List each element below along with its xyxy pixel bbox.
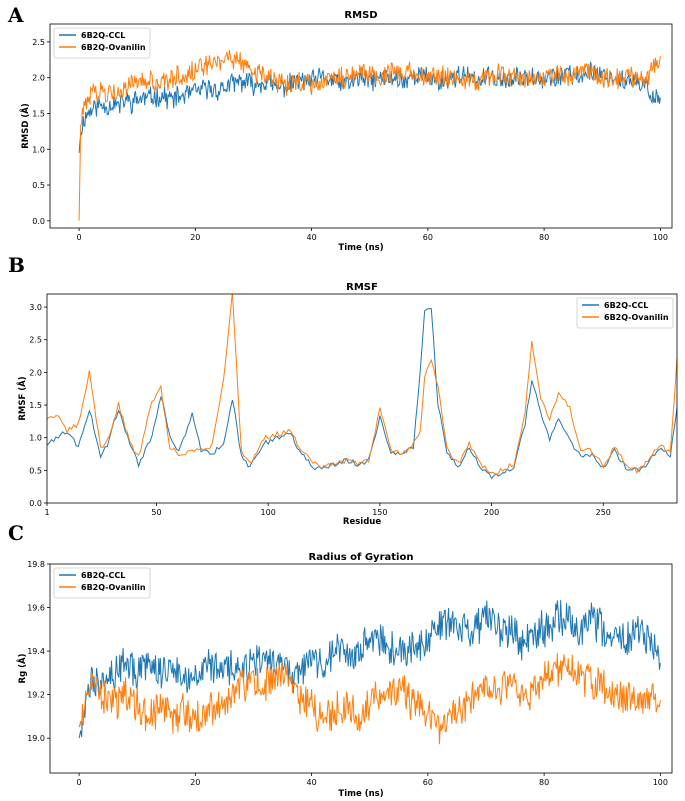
panel-c-ylabel: Rg (Å) [17,653,28,683]
legend-label: 6B2Q-Ovanilin [604,313,669,322]
y-tick-label: 1.0 [29,434,42,443]
y-tick-label: 0.5 [29,466,42,475]
legend-label: 6B2Q-Ovanilin [81,583,146,592]
legend-box [576,297,674,329]
panel-b-title: RMSF [346,282,378,293]
y-tick-label: 3.0 [29,303,42,312]
x-tick-label: 0 [77,778,82,787]
y-tick-label: 19.2 [27,691,45,700]
x-tick-label: 20 [190,233,200,242]
axes-frame [49,563,673,774]
x-tick-label: 150 [372,508,387,517]
panel-c-title: Radius of Gyration [309,552,414,563]
y-tick-label: 19.4 [27,647,45,656]
x-tick-label: 100 [653,778,668,787]
x-tick-label: 40 [306,778,316,787]
x-tick-label: 60 [423,233,433,242]
panel-a-letter: A [7,3,24,27]
panel-c-plot: 0 20 40 60 80 100 19.0 19.2 19.4 19.6 19.8 6B2Q-CCL… [27,560,673,787]
x-tick-label: 20 [190,778,200,787]
series-line-6b2q-ovanilin [47,294,677,475]
y-tick-label: 0.5 [32,181,45,190]
x-tick-label: 80 [539,233,549,242]
x-tick-label: 0 [77,233,82,242]
x-tick-label: 100 [653,233,668,242]
x-tick-label: 1 [44,508,49,517]
series-line-6b2q-ccl [78,599,661,739]
y-tick-label: 1.5 [32,109,45,118]
legend-label: 6B2Q-Ovanilin [81,43,146,52]
panel-a-xlabel: Time (ns) [338,243,383,253]
legend-label: 6B2Q-CCL [81,571,125,580]
x-tick-label: 50 [151,508,161,517]
y-tick-label: 1.5 [29,401,42,410]
panel-c: C Radius of Gyration Time (ns) Rg (Å) 0 2… [8,521,673,799]
legend-box [53,567,151,599]
panel-a-plot: 0 20 40 60 80 1000.00.51.01.52.02.56B2Q-CCL6B… [32,23,673,242]
legend: 6B2Q-CCL 6B2Q-Ovanilin [53,567,151,599]
panel-b-letter: B [8,253,25,277]
y-tick-label: 2.5 [29,336,42,345]
legend-label: 6B2Q-CCL [81,31,125,40]
panel-a-title: RMSD [344,10,377,21]
x-tick-label: 80 [539,778,549,787]
series-line-6b2q-ovanilin [78,50,661,221]
x-tick-label: 60 [423,778,433,787]
panel-b: B RMSF Residue RMSF (Å) 1 50 100 150 200 2500… [8,253,678,527]
axes-frame [49,23,673,229]
y-tick-label: 2.0 [32,74,45,83]
series-line-6b2q-ccl [47,307,677,480]
panel-a-ylabel: RMSD (Å) [20,103,31,149]
y-tick-label: 19.8 [27,560,45,569]
panel-b-xlabel: Residue [343,517,381,527]
legend: 6B2Q-CCL 6B2Q-Ovanilin [53,27,151,59]
series-line-6b2q-ovanilin [78,652,661,745]
y-tick-label: 19.6 [27,604,45,613]
y-tick-label: 1.0 [32,145,45,154]
x-tick-label: 40 [306,233,316,242]
y-tick-label: 19.0 [27,734,45,743]
y-tick-label: 0.0 [29,499,42,508]
y-tick-label: 2.5 [32,38,45,47]
x-tick-label: 100 [261,508,276,517]
panel-c-letter: C [8,521,24,545]
legend-label: 6B2Q-CCL [604,301,648,310]
x-tick-label: 200 [484,508,499,517]
y-tick-label: 2.0 [29,368,42,377]
y-tick-label: 0.0 [32,217,45,226]
panel-c-xlabel: Time (ns) [338,789,383,799]
legend-box [53,27,151,59]
panel-a: A RMSD Time (ns) RMSD (Å) 0 20 40 60 80 100 0.… [7,3,673,253]
x-tick-label: 250 [596,508,611,517]
axes-frame [46,293,678,504]
legend: 6B2Q-CCL 6B2Q-Ovanilin [576,297,674,329]
panel-b-ylabel: RMSF (Å) [17,376,28,420]
